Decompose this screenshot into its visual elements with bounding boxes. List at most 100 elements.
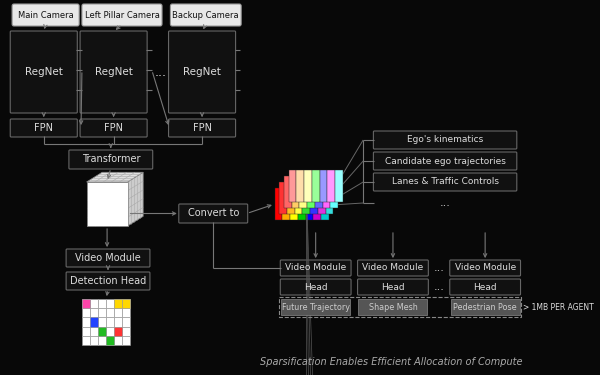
Text: Pedestrian Pose: Pedestrian Pose xyxy=(454,303,517,312)
Bar xyxy=(313,188,321,220)
Text: Backup Camera: Backup Camera xyxy=(172,10,239,20)
Bar xyxy=(289,170,296,202)
Bar xyxy=(106,317,114,327)
Bar xyxy=(451,299,520,315)
Bar xyxy=(320,170,327,202)
Bar xyxy=(321,188,329,220)
Bar xyxy=(98,327,106,336)
Bar xyxy=(114,317,122,327)
Bar xyxy=(114,327,122,336)
Bar xyxy=(82,308,90,317)
Bar xyxy=(307,176,315,208)
FancyBboxPatch shape xyxy=(10,31,77,113)
Bar xyxy=(82,299,90,308)
Text: RegNet: RegNet xyxy=(25,67,63,77)
FancyBboxPatch shape xyxy=(170,4,241,26)
Bar xyxy=(122,327,130,336)
Bar xyxy=(82,336,90,345)
Text: Video Module: Video Module xyxy=(455,264,516,273)
Bar xyxy=(98,327,106,336)
FancyBboxPatch shape xyxy=(82,4,162,26)
Bar xyxy=(310,182,318,214)
Bar xyxy=(305,188,313,220)
Text: Head: Head xyxy=(304,282,328,291)
Text: ...: ... xyxy=(434,263,445,273)
Bar xyxy=(98,299,106,308)
Bar xyxy=(90,299,98,308)
Bar xyxy=(275,188,283,220)
Text: Ego's kinematics: Ego's kinematics xyxy=(407,135,483,144)
Text: Shape Mesh: Shape Mesh xyxy=(368,303,418,312)
Bar xyxy=(90,336,98,345)
Bar xyxy=(106,308,114,317)
Bar xyxy=(287,182,295,214)
Bar xyxy=(318,182,326,214)
Bar xyxy=(296,170,304,202)
Bar xyxy=(122,308,130,317)
FancyBboxPatch shape xyxy=(66,272,150,290)
Bar xyxy=(106,336,114,345)
FancyBboxPatch shape xyxy=(373,173,517,191)
Bar xyxy=(90,317,98,327)
Bar xyxy=(330,176,338,208)
Text: Main Camera: Main Camera xyxy=(18,10,74,20)
Text: Video Module: Video Module xyxy=(285,264,346,273)
Text: > 1MB PER AGENT: > 1MB PER AGENT xyxy=(523,303,594,312)
Bar xyxy=(280,182,287,214)
Text: FPN: FPN xyxy=(104,123,123,133)
Bar xyxy=(82,299,90,308)
FancyBboxPatch shape xyxy=(66,249,150,267)
FancyBboxPatch shape xyxy=(10,119,77,137)
Bar xyxy=(82,327,90,336)
Bar xyxy=(358,299,427,315)
Text: ...: ... xyxy=(154,66,166,78)
Text: ...: ... xyxy=(434,282,445,292)
Text: Transformer: Transformer xyxy=(82,154,140,165)
Text: Detection Head: Detection Head xyxy=(70,276,146,286)
FancyBboxPatch shape xyxy=(80,31,147,113)
FancyBboxPatch shape xyxy=(169,31,236,113)
FancyBboxPatch shape xyxy=(69,150,153,169)
Bar xyxy=(299,176,307,208)
Bar xyxy=(90,308,98,317)
Polygon shape xyxy=(86,172,143,182)
Bar xyxy=(106,336,114,345)
FancyBboxPatch shape xyxy=(179,204,248,223)
Text: Head: Head xyxy=(473,282,497,291)
Bar xyxy=(292,176,299,208)
Bar xyxy=(90,327,98,336)
Text: Video Module: Video Module xyxy=(75,253,141,263)
Bar xyxy=(315,176,323,208)
Text: Video Module: Video Module xyxy=(362,264,424,273)
Bar xyxy=(298,188,305,220)
FancyBboxPatch shape xyxy=(169,119,236,137)
Bar xyxy=(284,176,292,208)
FancyBboxPatch shape xyxy=(358,260,428,276)
Bar xyxy=(122,336,130,345)
Bar xyxy=(302,182,310,214)
Bar xyxy=(327,170,335,202)
Bar xyxy=(98,317,106,327)
Bar xyxy=(114,299,122,308)
FancyBboxPatch shape xyxy=(358,279,428,295)
Text: RegNet: RegNet xyxy=(183,67,221,77)
Bar xyxy=(122,299,130,308)
Bar xyxy=(323,176,330,208)
Bar xyxy=(304,170,312,202)
Bar xyxy=(335,170,343,202)
Text: RegNet: RegNet xyxy=(95,67,133,77)
Bar xyxy=(122,317,130,327)
Bar xyxy=(312,170,320,202)
Bar xyxy=(114,336,122,345)
Bar xyxy=(106,299,114,308)
Bar xyxy=(106,327,114,336)
Polygon shape xyxy=(86,182,128,226)
Bar xyxy=(295,182,302,214)
Text: Left Pillar Camera: Left Pillar Camera xyxy=(85,10,160,20)
Bar xyxy=(122,299,130,308)
Text: FPN: FPN xyxy=(193,123,212,133)
Bar xyxy=(281,299,350,315)
Bar xyxy=(114,308,122,317)
Bar xyxy=(114,327,122,336)
Text: Sparsification Enables Efficient Allocation of Compute: Sparsification Enables Efficient Allocat… xyxy=(260,357,523,367)
